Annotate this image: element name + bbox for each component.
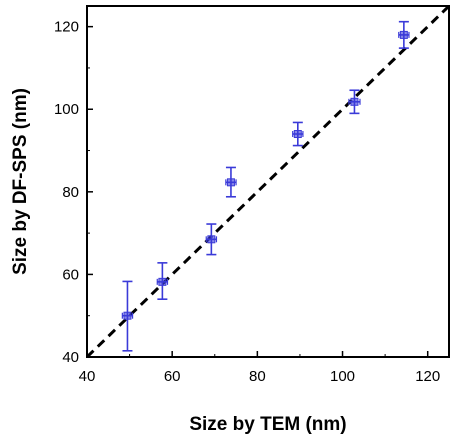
x-axis: 40 60 80 100 120 — [79, 351, 440, 385]
y-tick-label: 100 — [54, 101, 79, 118]
x-tick-label: 60 — [164, 368, 181, 385]
data-point-group — [292, 121, 304, 147]
y-axis-title: Size by DF-SPS (nm) — [10, 88, 31, 275]
data-point-marker — [158, 277, 167, 286]
data-point-marker — [226, 178, 235, 187]
x-axis-title: Size by TEM (nm) — [189, 414, 346, 435]
data-point-marker — [293, 130, 302, 139]
y-tick-label: 80 — [62, 184, 79, 201]
data-point-group — [121, 280, 134, 352]
reference-dashed-line — [85, 4, 451, 359]
x-tick-label: 40 — [79, 368, 96, 385]
y-tick-label: 40 — [62, 349, 79, 366]
x-tick-label: 100 — [330, 368, 355, 385]
y-tick-label: 120 — [54, 19, 79, 36]
data-point-marker — [399, 30, 408, 39]
x-tick-label: 120 — [415, 368, 440, 385]
y-tick-label: 60 — [62, 266, 79, 283]
reference-line-layer — [85, 4, 451, 359]
data-points-layer — [121, 20, 410, 352]
data-point-group — [398, 20, 410, 49]
y-axis: 40 60 80 100 120 — [54, 19, 93, 366]
plot-frame — [86, 5, 450, 358]
data-point-marker — [350, 97, 359, 106]
data-point-marker — [123, 311, 132, 320]
data-point-group — [348, 89, 361, 115]
data-point-group — [225, 166, 237, 198]
data-point-group — [205, 223, 218, 256]
data-point-marker — [207, 235, 216, 244]
x-tick-label: 80 — [249, 368, 266, 385]
data-point-group — [156, 262, 169, 300]
